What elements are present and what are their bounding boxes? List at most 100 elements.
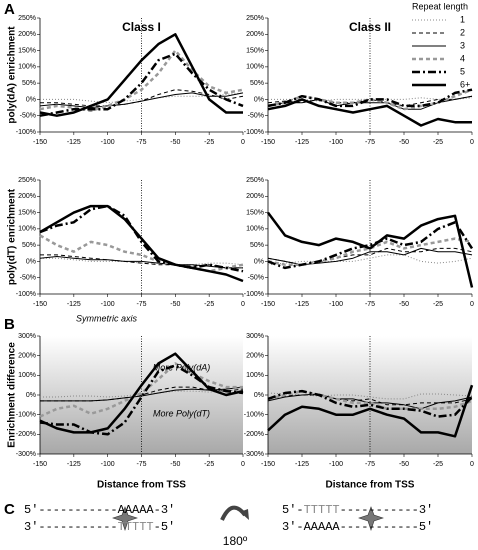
x-tick-label: -125	[295, 301, 309, 308]
y-tick-label: 0%	[254, 258, 264, 265]
series-line	[39, 49, 244, 113]
x-tick-label: 0	[470, 461, 474, 468]
series-line	[39, 362, 243, 418]
rotation-label: 180º	[223, 534, 248, 548]
y-tick-label: 50%	[250, 242, 264, 249]
x-tick-label: -50	[170, 139, 180, 146]
x-tick-label: -150	[33, 461, 47, 468]
panel-letter: B	[4, 316, 15, 333]
legend-label: 4	[460, 53, 465, 63]
y-tick-label: 0%	[26, 96, 36, 103]
legend-label: 3	[460, 40, 465, 50]
strand-segment: AAAAA	[118, 503, 155, 517]
x-tick-label: 0	[241, 301, 245, 308]
legend-label: 5	[460, 66, 465, 76]
x-tick-label: -100	[329, 139, 343, 146]
y-tick-label: -100%	[244, 291, 264, 298]
strand: 5'-----------AAAAA-3'	[24, 503, 175, 517]
x-tick-label: -125	[295, 461, 309, 468]
y-axis-label: poly(dA) enrichment	[7, 26, 18, 124]
y-tick-label: -200%	[16, 431, 36, 438]
y-tick-label: -50%	[248, 275, 264, 282]
x-tick-label: -150	[33, 301, 47, 308]
x-tick-label: -25	[433, 139, 443, 146]
y-tick-label: -100%	[244, 129, 264, 136]
y-tick-label: 300%	[246, 333, 264, 340]
y-tick-label: 100%	[246, 226, 264, 233]
x-tick-label: 0	[470, 139, 474, 146]
strand-segment: -----------5'	[340, 520, 434, 534]
annotation: More Poly(dA)	[153, 362, 211, 372]
y-tick-label: 250%	[246, 177, 264, 184]
x-tick-label: -125	[67, 139, 81, 146]
y-tick-label: -50%	[248, 113, 264, 120]
x-tick-label: -50	[170, 461, 180, 468]
strand-segment: -5'	[154, 520, 176, 534]
chart-title: Class I	[122, 20, 161, 34]
y-axis-label: poly(dT) enrichment	[7, 188, 18, 285]
y-tick-label: 100%	[246, 64, 264, 71]
x-tick-label: -100	[329, 461, 343, 468]
x-tick-label: -50	[399, 301, 409, 308]
y-tick-label: 200%	[246, 193, 264, 200]
x-tick-label: -25	[204, 139, 214, 146]
x-tick-label: -75	[136, 139, 146, 146]
series-line	[267, 95, 473, 110]
x-tick-label: -75	[365, 139, 375, 146]
y-tick-label: 250%	[18, 15, 36, 22]
series-line	[266, 211, 474, 288]
strand-segment: 5'-	[282, 503, 304, 517]
y-tick-label: -300%	[244, 451, 264, 458]
series-line	[267, 393, 473, 410]
x-tick-label: -150	[261, 461, 275, 468]
series-line	[39, 364, 244, 436]
x-tick-label: -50	[170, 301, 180, 308]
x-tick-label: -75	[365, 461, 375, 468]
y-tick-label: 100%	[18, 372, 36, 379]
x-tick-label: -125	[67, 301, 81, 308]
y-tick-label: 50%	[250, 80, 264, 87]
annotation: Symmetric axis	[76, 313, 138, 323]
series-line	[267, 237, 473, 266]
y-tick-label: 200%	[246, 353, 264, 360]
series-line	[267, 98, 472, 127]
star	[358, 506, 384, 531]
x-tick-label: 0	[470, 301, 474, 308]
x-tick-label: -150	[33, 139, 47, 146]
series-line	[40, 388, 244, 398]
strand: 3'-AAAAA-----------5'	[282, 520, 433, 534]
x-tick-label: -100	[329, 301, 343, 308]
y-tick-label: 0%	[254, 96, 264, 103]
y-tick-label: -200%	[244, 431, 264, 438]
x-axis-label: Distance from TSS	[326, 480, 415, 491]
y-tick-label: -50%	[20, 113, 36, 120]
y-tick-label: -100%	[16, 129, 36, 136]
y-tick-label: 0%	[254, 392, 264, 399]
diagram: 5'-----------AAAAA-3'3'-----------TTTTT-…	[24, 503, 433, 548]
x-tick-label: -50	[399, 461, 409, 468]
x-tick-label: -100	[101, 301, 115, 308]
y-tick-label: -300%	[16, 451, 36, 458]
x-tick-label: 0	[241, 461, 245, 468]
strand-segment: -----------3'	[340, 503, 434, 517]
series-line	[39, 256, 243, 269]
series-line	[267, 221, 474, 270]
series-line	[267, 389, 473, 418]
x-tick-label: -75	[136, 461, 146, 468]
panel-letter: C	[4, 501, 15, 518]
y-tick-label: 0%	[26, 392, 36, 399]
legend-title: Repeat length	[412, 1, 468, 11]
x-tick-label: -75	[365, 301, 375, 308]
y-tick-label: 50%	[22, 242, 36, 249]
y-tick-label: 150%	[18, 209, 36, 216]
series-line	[39, 204, 244, 283]
x-tick-label: 0	[241, 139, 245, 146]
star	[112, 506, 138, 531]
legend-label: 2	[460, 27, 465, 37]
legend-label: 6+	[460, 79, 470, 89]
series-line	[39, 33, 243, 117]
strand-segment: 3'-	[282, 520, 304, 534]
strand-segment: TTTTT	[118, 520, 154, 534]
y-tick-label: 250%	[246, 15, 264, 22]
